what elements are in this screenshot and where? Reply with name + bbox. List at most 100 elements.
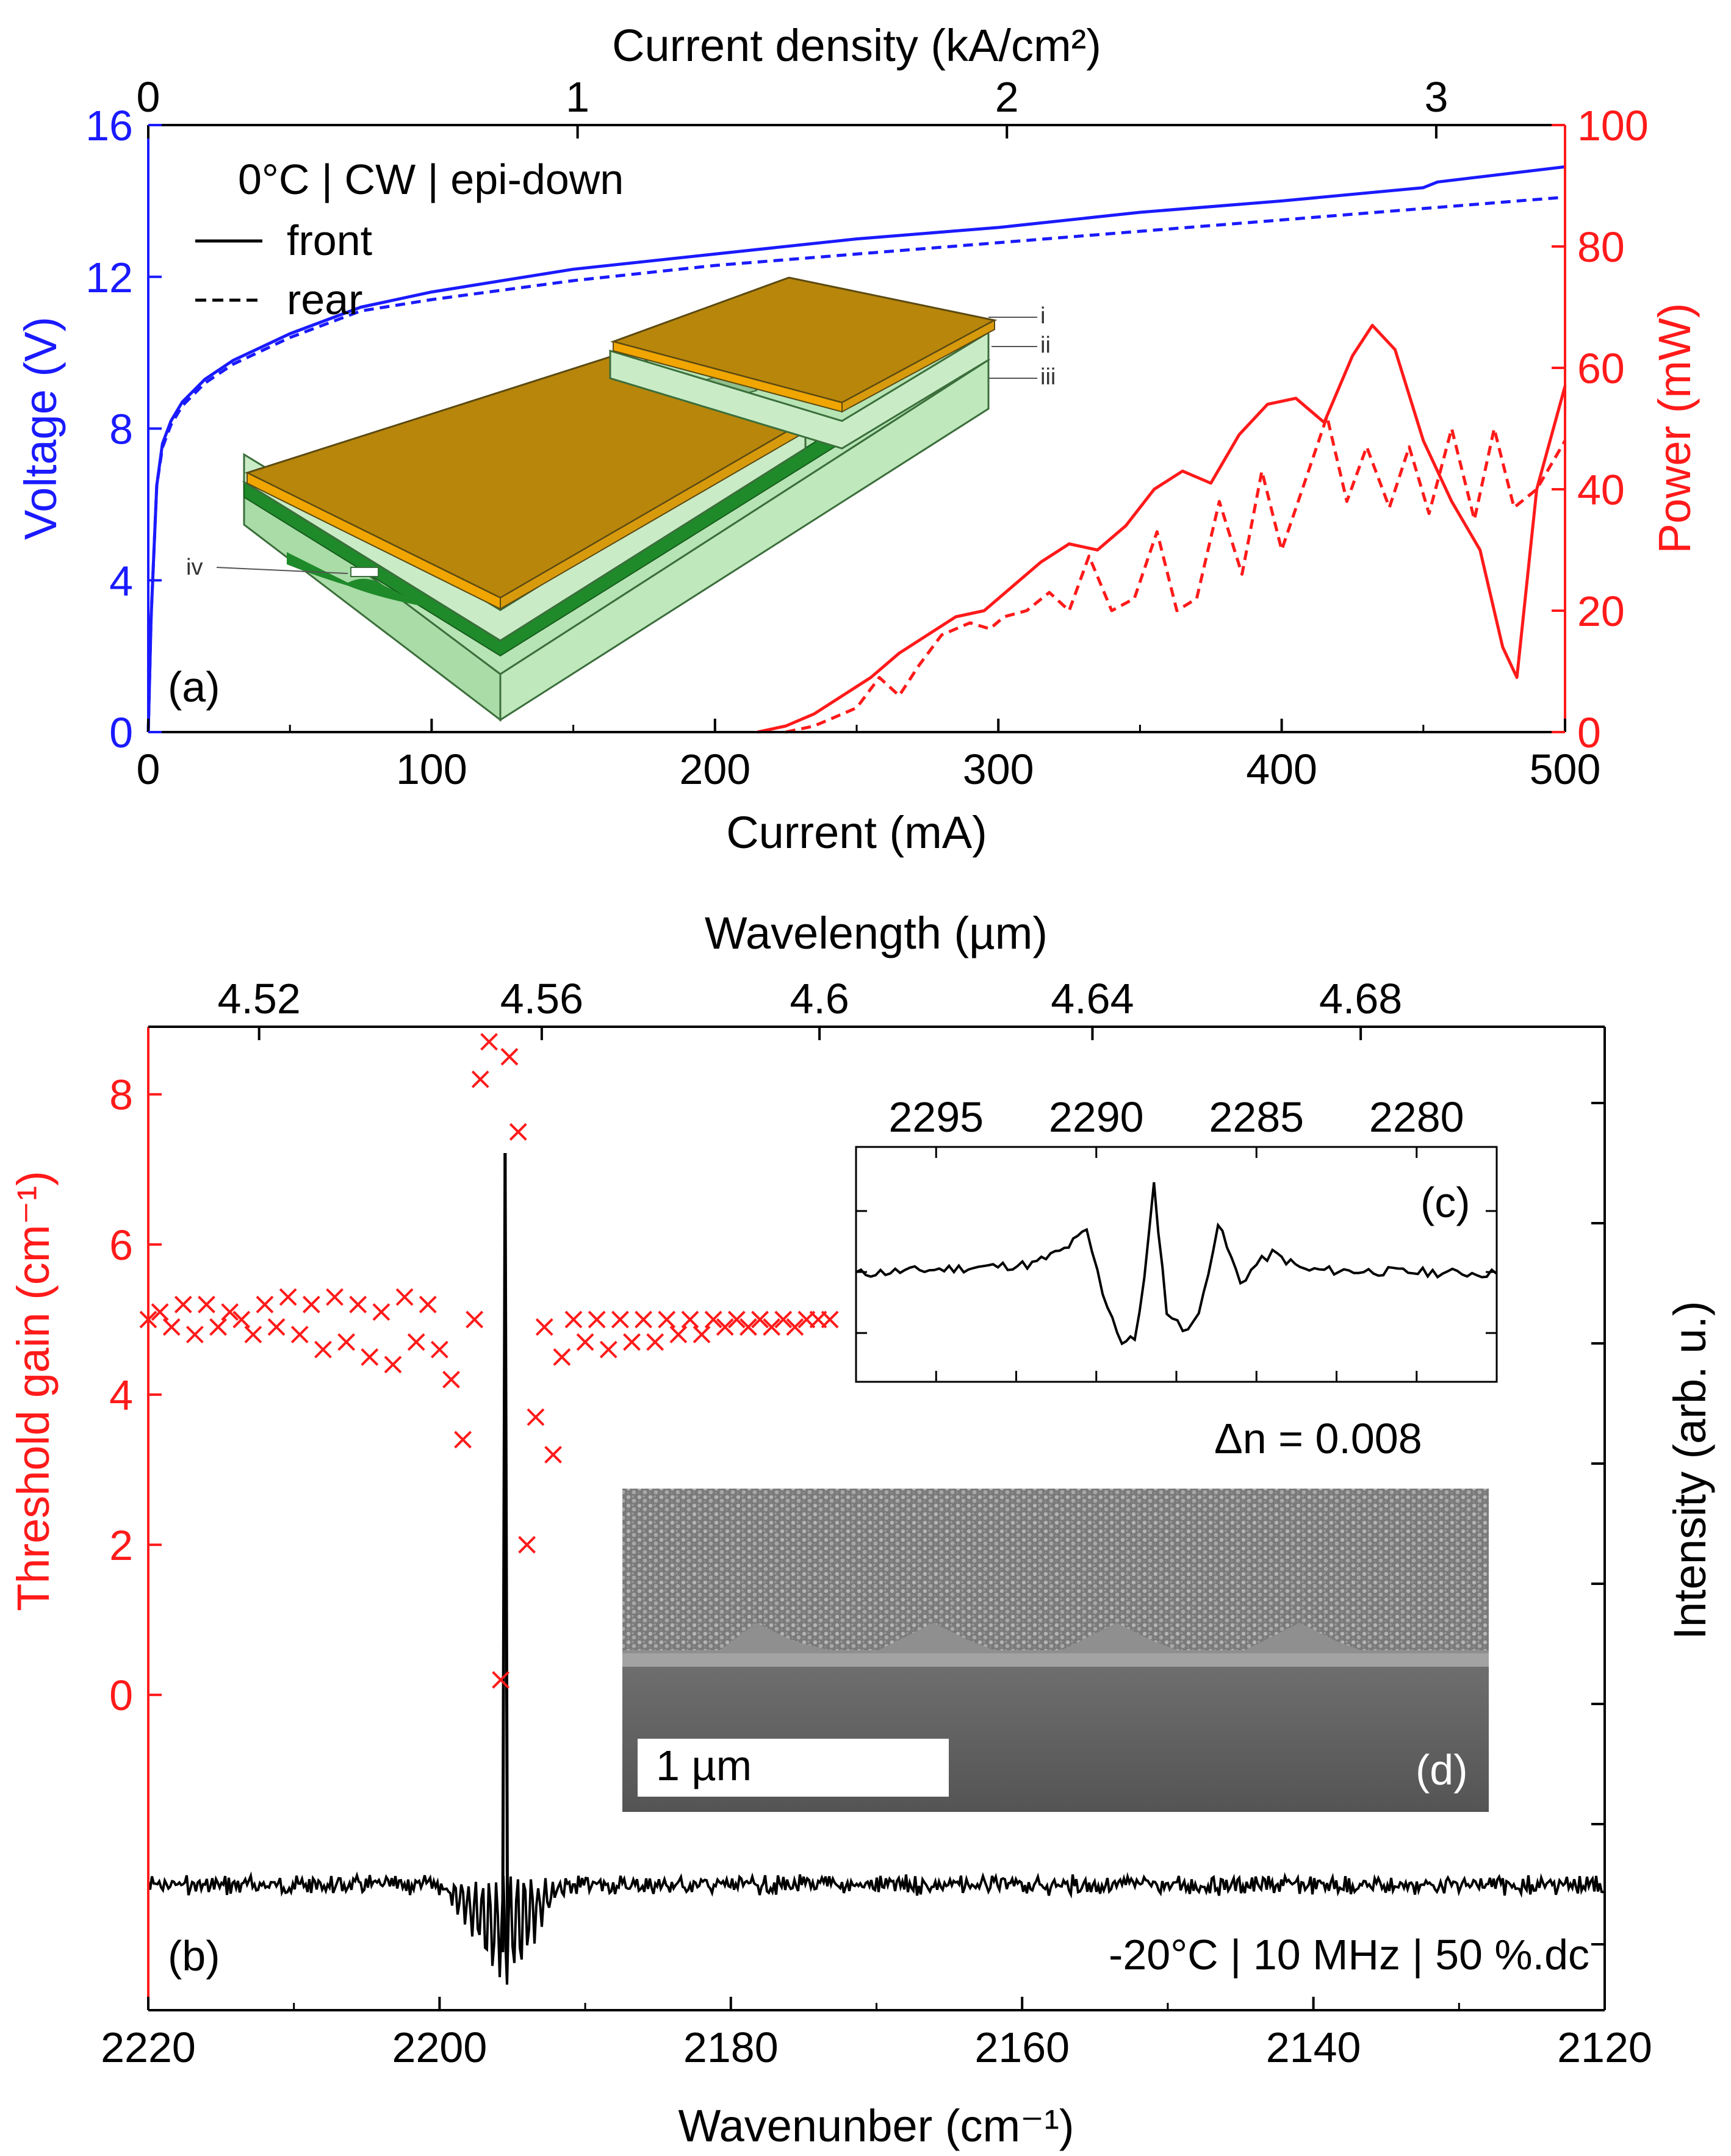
threshold-gain-point — [599, 1340, 617, 1359]
panel-b-ticks: 2220 2200 2180 2160 2140 2120 4.52 4.56 4.6 4.64 4… — [101, 975, 1652, 2071]
inset-c-spectrum-line — [855, 1182, 1498, 1346]
device-base-side — [499, 358, 990, 722]
a-x-title-top: Current density (kA/cm²) — [612, 20, 1101, 71]
a-xtick-label-bottom: 500 — [1530, 746, 1601, 793]
threshold-gain-point — [611, 1310, 629, 1329]
threshold-gain-point — [564, 1310, 583, 1329]
threshold-gain-point — [751, 1310, 769, 1329]
scale-bar — [638, 1739, 949, 1797]
threshold-gain-point — [544, 1445, 563, 1464]
intensity-main-peak-fall — [503, 1152, 509, 1953]
b-x-title-top: Wavelength (µm) — [705, 908, 1048, 958]
threshold-gain-point — [635, 1310, 652, 1329]
threshold-gain-point — [349, 1295, 367, 1313]
a-ytick-label-left: 8 — [109, 406, 133, 453]
threshold-gain-point — [314, 1340, 332, 1359]
threshold-gain-point — [267, 1318, 286, 1336]
b-xtick-label-top: 4.68 — [1319, 975, 1402, 1022]
threshold-gain-point — [704, 1310, 722, 1329]
b-xtick-label-bottom: 2180 — [683, 2024, 779, 2071]
b-ytick-label-left: 0 — [109, 1672, 133, 1719]
threshold-gain-point — [786, 1318, 804, 1336]
a-xtick-label-top: 3 — [1424, 73, 1448, 121]
threshold-gain-point — [151, 1303, 169, 1321]
c-xtick-label: 2295 — [888, 1093, 984, 1141]
c-xtick-label: 2290 — [1049, 1093, 1144, 1141]
a-y-title-right: Power (mW) — [1649, 303, 1700, 553]
a-ytick-label-right: 40 — [1577, 466, 1625, 514]
b-xtick-label-bottom: 2140 — [1266, 2024, 1361, 2071]
b-xtick-label-bottom: 2160 — [974, 2024, 1070, 2071]
threshold-gain-point — [256, 1295, 274, 1313]
threshold-gain-point — [821, 1310, 839, 1329]
layer-label-i: i — [1040, 303, 1045, 329]
legend-front-label: front — [287, 217, 372, 264]
a-xtick-label-bottom: 0 — [137, 746, 160, 793]
b-xtick-label-top: 4.52 — [218, 975, 301, 1022]
a-ytick-label-left: 0 — [109, 709, 133, 756]
a-ytick-label-left: 12 — [85, 254, 133, 301]
inset-c-frame — [855, 1146, 1498, 1383]
threshold-gain-point — [500, 1047, 519, 1066]
threshold-gain-point — [454, 1431, 472, 1449]
panel-label-b: (b) — [168, 1932, 220, 1980]
threshold-gain-point — [553, 1348, 571, 1366]
a-ytick-label-right: 20 — [1577, 588, 1625, 635]
intensity-spectrum — [147, 1871, 1604, 1985]
threshold-gain-point — [774, 1310, 793, 1329]
threshold-gain-point — [442, 1370, 460, 1389]
threshold-gain-point — [174, 1295, 192, 1313]
b-ytick-label-left: 4 — [109, 1371, 133, 1419]
threshold-gain-point — [535, 1318, 553, 1336]
sem-bright-interface — [622, 1653, 1489, 1667]
threshold-gain-point — [588, 1310, 606, 1329]
a-xtick-label-bottom: 400 — [1246, 746, 1317, 793]
threshold-gain-point — [209, 1318, 227, 1336]
threshold-gain-point — [646, 1333, 664, 1351]
threshold-gain-point — [430, 1340, 448, 1359]
a-xtick-label-bottom: 100 — [396, 746, 467, 793]
delta-n-annotation: Δn = 0.008 — [1214, 1415, 1422, 1462]
threshold-gain-point — [419, 1295, 437, 1313]
b-xtick-label-top: 4.6 — [790, 975, 849, 1022]
threshold-gain-point — [693, 1326, 711, 1343]
threshold-gain-point — [466, 1310, 484, 1329]
a-ytick-label-right: 80 — [1577, 223, 1625, 271]
series-power-rear — [785, 415, 1567, 734]
threshold-gain-point — [407, 1333, 425, 1351]
inset-c-ticks: 2295 2290 2285 2280 — [856, 1093, 1497, 1382]
b-ytick-label-left: 8 — [109, 1071, 133, 1119]
threshold-gain-point — [623, 1333, 641, 1351]
threshold-gain-point — [302, 1295, 320, 1313]
b-xtick-label-top: 4.56 — [500, 975, 583, 1022]
threshold-gain-point — [395, 1288, 414, 1306]
a-x-title-bottom: Current (mA) — [726, 807, 987, 858]
threshold-gain-point — [492, 1671, 510, 1689]
panel-label-a: (a) — [168, 663, 220, 711]
threshold-gain-point — [518, 1536, 536, 1554]
threshold-gain-point — [221, 1303, 239, 1321]
threshold-gain-point — [361, 1348, 379, 1366]
scale-bar-label: 1 µm — [656, 1742, 752, 1789]
threshold-gain-point — [681, 1310, 699, 1329]
threshold-gain-point — [716, 1318, 734, 1336]
a-ytick-label-left: 4 — [109, 557, 133, 605]
b-xtick-label-bottom: 2220 — [101, 2024, 196, 2071]
laser-device-schematic: i ii iii iv — [186, 276, 1056, 722]
a-xtick-label-top: 2 — [995, 73, 1019, 121]
ridge-trench — [287, 552, 427, 607]
threshold-gain-point — [727, 1310, 746, 1329]
panel-b: 1 µm (d) 2295 2290 2285 2280 (c) Δn = 0.008… — [8, 908, 1715, 2151]
contact-rear-side — [841, 319, 995, 413]
layer-label-ii: ii — [1040, 332, 1051, 358]
series-power-front — [757, 323, 1567, 734]
leader-iv — [216, 567, 348, 574]
threshold-gain-point — [740, 1318, 757, 1336]
threshold-gain-point — [244, 1326, 262, 1343]
b-xtick-label-bottom: 2200 — [392, 2024, 488, 2071]
threshold-gain-point — [337, 1333, 356, 1351]
panel-b-data — [139, 1033, 1604, 1985]
c-xtick-label: 2280 — [1369, 1093, 1464, 1141]
b-xtick-label-top: 4.64 — [1051, 975, 1134, 1022]
